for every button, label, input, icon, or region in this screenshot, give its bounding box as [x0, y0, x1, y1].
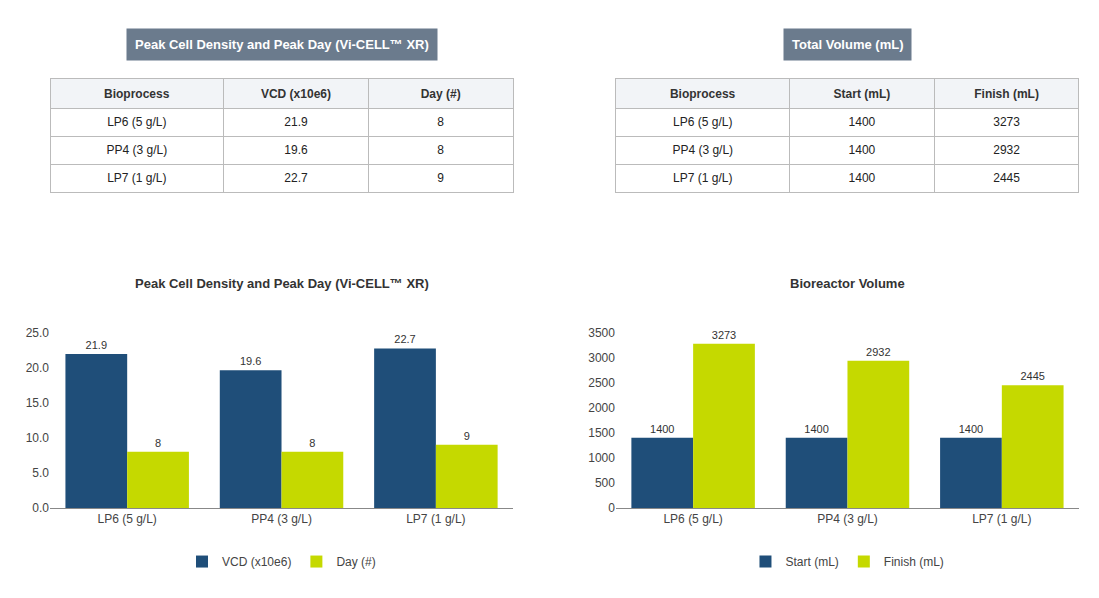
svg-text:1400: 1400 [804, 423, 828, 435]
svg-text:LP7 (1 g/L): LP7 (1 g/L) [673, 171, 732, 185]
svg-text:Day (#): Day (#) [421, 87, 461, 101]
svg-text:8: 8 [155, 437, 161, 449]
svg-text:1400: 1400 [849, 143, 876, 157]
svg-text:LP6 (5 g/L): LP6 (5 g/L) [107, 115, 166, 129]
svg-text:LP7 (1 g/L): LP7 (1 g/L) [107, 171, 166, 185]
svg-text:2932: 2932 [993, 143, 1020, 157]
svg-text:1400: 1400 [650, 423, 674, 435]
svg-text:1000: 1000 [588, 451, 615, 465]
svg-text:9: 9 [464, 430, 470, 442]
svg-text:8: 8 [309, 437, 315, 449]
svg-text:LP6 (5 g/L): LP6 (5 g/L) [673, 115, 732, 129]
svg-text:1500: 1500 [588, 426, 615, 440]
svg-text:Finish (mL): Finish (mL) [884, 555, 944, 569]
svg-text:PP4 (3 g/L): PP4 (3 g/L) [106, 143, 167, 157]
svg-text:3500: 3500 [588, 326, 615, 340]
svg-text:Finish (mL): Finish (mL) [974, 87, 1039, 101]
svg-text:25.0: 25.0 [26, 326, 50, 340]
svg-text:2500: 2500 [588, 376, 615, 390]
svg-text:21.9: 21.9 [86, 339, 107, 351]
svg-text:8: 8 [437, 115, 444, 129]
svg-text:2000: 2000 [588, 401, 615, 415]
svg-text:VCD (x10e6): VCD (x10e6) [261, 87, 331, 101]
svg-text:PP4 (3 g/L): PP4 (3 g/L) [251, 512, 312, 526]
svg-text:Bioprocess: Bioprocess [670, 87, 736, 101]
svg-text:Total Volume (mL): Total Volume (mL) [792, 37, 903, 52]
svg-text:2445: 2445 [993, 171, 1020, 185]
svg-text:10.0: 10.0 [26, 431, 50, 445]
svg-text:22.7: 22.7 [284, 171, 308, 185]
svg-text:19.6: 19.6 [240, 355, 261, 367]
svg-text:22.7: 22.7 [394, 333, 415, 345]
svg-text:LP7 (1 g/L): LP7 (1 g/L) [406, 512, 465, 526]
svg-text:Bioprocess: Bioprocess [104, 87, 170, 101]
svg-text:1400: 1400 [849, 171, 876, 185]
svg-text:19.6: 19.6 [284, 143, 308, 157]
svg-text:2445: 2445 [1020, 370, 1044, 382]
svg-text:Bioreactor Volume: Bioreactor Volume [790, 276, 905, 291]
svg-text:LP7 (1 g/L): LP7 (1 g/L) [972, 512, 1031, 526]
svg-text:VCD (x10e6): VCD (x10e6) [222, 555, 291, 569]
svg-text:500: 500 [595, 476, 615, 490]
svg-text:9: 9 [437, 171, 444, 185]
svg-text:PP4 (3 g/L): PP4 (3 g/L) [817, 512, 878, 526]
svg-text:3000: 3000 [588, 351, 615, 365]
svg-text:Start (mL): Start (mL) [785, 555, 838, 569]
svg-text:1400: 1400 [959, 423, 983, 435]
svg-text:20.0: 20.0 [26, 361, 50, 375]
svg-text:Peak Cell Density and Peak Day: Peak Cell Density and Peak Day (Vi-CELL™… [135, 37, 429, 52]
svg-text:1400: 1400 [849, 115, 876, 129]
svg-text:LP6 (5 g/L): LP6 (5 g/L) [97, 512, 156, 526]
svg-text:Start (mL): Start (mL) [834, 87, 891, 101]
svg-text:15.0: 15.0 [26, 396, 50, 410]
svg-text:3273: 3273 [993, 115, 1020, 129]
svg-text:3273: 3273 [712, 329, 736, 341]
svg-text:5.0: 5.0 [32, 466, 49, 480]
svg-text:0.0: 0.0 [32, 501, 49, 515]
svg-text:Peak Cell Density and Peak Day: Peak Cell Density and Peak Day (Vi-CELL™… [135, 276, 429, 291]
svg-text:8: 8 [437, 143, 444, 157]
svg-text:PP4 (3 g/L): PP4 (3 g/L) [672, 143, 733, 157]
svg-text:0: 0 [608, 501, 615, 515]
svg-text:LP6 (5 g/L): LP6 (5 g/L) [663, 512, 722, 526]
svg-text:21.9: 21.9 [284, 115, 308, 129]
svg-text:Day (#): Day (#) [336, 555, 375, 569]
svg-text:2932: 2932 [866, 346, 890, 358]
